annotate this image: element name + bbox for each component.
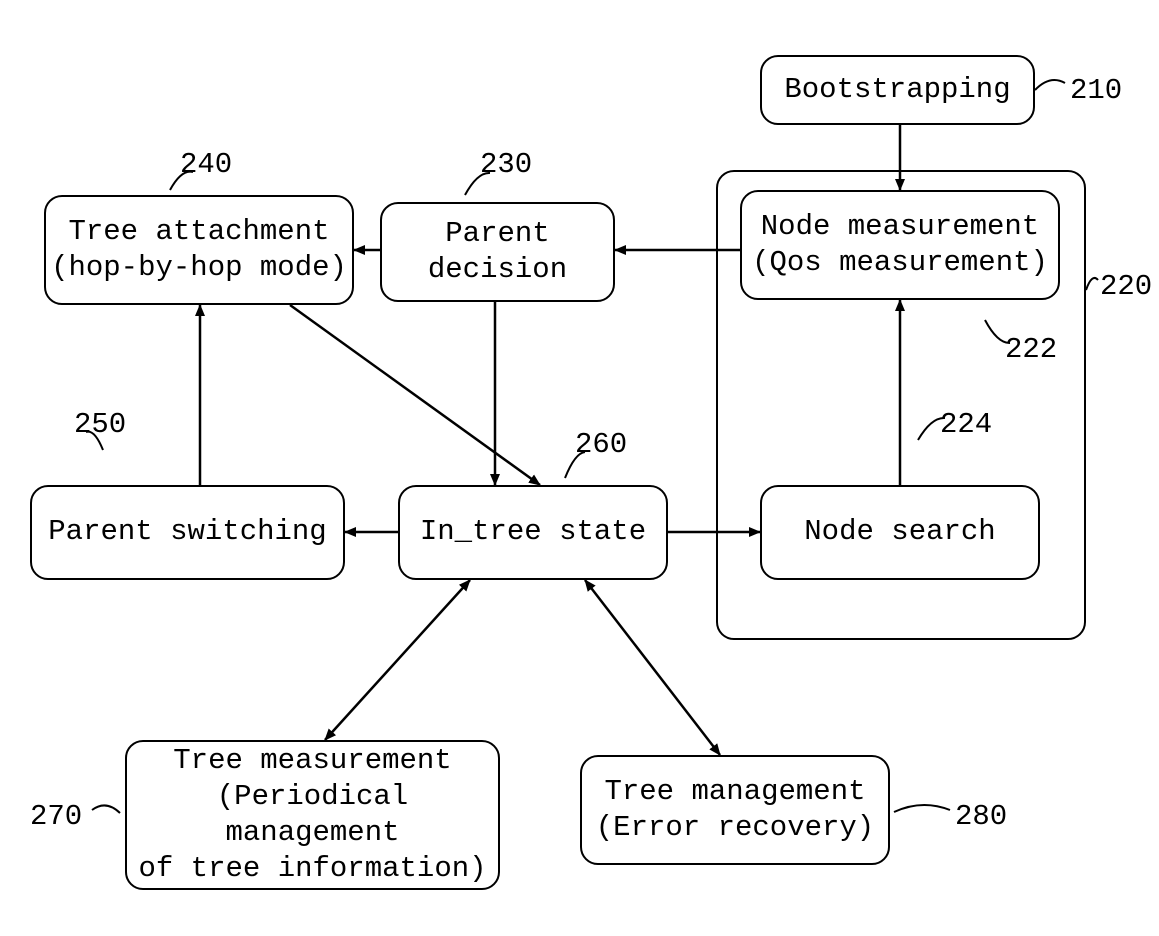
ref-250: 250	[74, 408, 126, 441]
node-text-line: Tree management	[604, 774, 865, 810]
bootstrapping-node: Bootstrapping	[760, 55, 1035, 125]
edge-tree_attachment-to-in_tree_state	[290, 305, 540, 485]
ref-260: 260	[575, 428, 627, 461]
node-text-line: decision	[428, 252, 567, 288]
node-text-line: (Error recovery)	[596, 810, 874, 846]
node-text-line: Parent	[445, 216, 549, 252]
node-measurement-node: Node measurement(Qos measurement)	[740, 190, 1060, 300]
ref-230: 230	[480, 148, 532, 181]
label-leader	[1035, 80, 1065, 90]
node-text-line: Tree attachment	[68, 214, 329, 250]
node-search-node: Node search	[760, 485, 1040, 580]
ref-270: 270	[30, 800, 82, 833]
ref-224: 224	[940, 408, 992, 441]
label-leader	[894, 805, 950, 812]
node-text-line: (hop-by-hop mode)	[51, 250, 347, 286]
ref-210: 210	[1070, 74, 1122, 107]
ref-220: 220	[1100, 270, 1152, 303]
label-leader	[1086, 278, 1098, 290]
in-tree-state-node: In_tree state	[398, 485, 668, 580]
ref-280: 280	[955, 800, 1007, 833]
node-text-line: Node measurement	[761, 209, 1039, 245]
parent-switching-node: Parent switching	[30, 485, 345, 580]
node-text-line: In_tree state	[420, 514, 646, 550]
tree-management-node: Tree management(Error recovery)	[580, 755, 890, 865]
node-text-line: Parent switching	[48, 514, 326, 550]
node-text-line: of tree information)	[138, 851, 486, 887]
node-text-line: Node search	[804, 514, 995, 550]
ref-240: 240	[180, 148, 232, 181]
node-text-line: Tree measurement	[173, 743, 451, 779]
ref-222: 222	[1005, 333, 1057, 366]
parent-decision-node: Parentdecision	[380, 202, 615, 302]
node-text-line: (Qos measurement)	[752, 245, 1048, 281]
edge-in_tree_state-to-tree_measurement	[325, 580, 470, 740]
tree-attachment-node: Tree attachment(hop-by-hop mode)	[44, 195, 354, 305]
node-text-line: Bootstrapping	[784, 72, 1010, 108]
edge-in_tree_state-to-tree_management	[585, 580, 720, 755]
tree-measurement-node: Tree measurement(Periodical managementof…	[125, 740, 500, 890]
node-text-line: (Periodical management	[127, 779, 498, 852]
label-leader	[92, 805, 120, 813]
